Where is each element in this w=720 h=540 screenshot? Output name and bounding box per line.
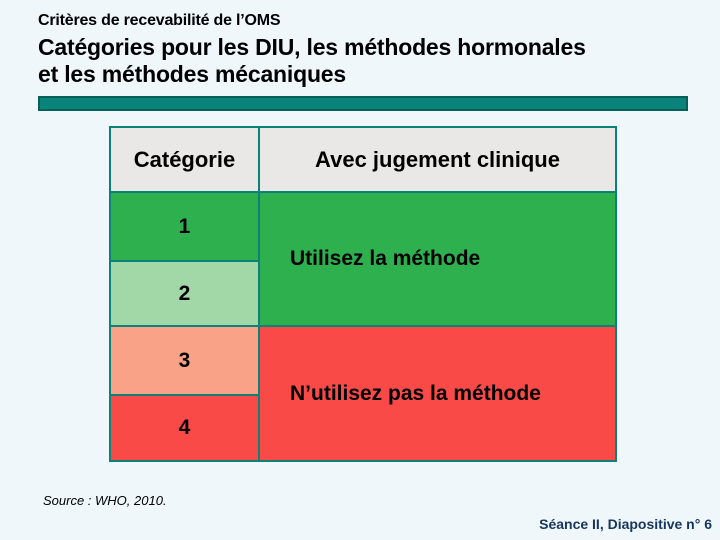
eligibility-table: Catégorie Avec jugement clinique Utilise… (109, 126, 617, 462)
slide-number: Séance II, Diapositive n° 6 (539, 516, 712, 532)
category-cell-2: 2 (111, 262, 258, 325)
title-divider-bar (38, 96, 688, 111)
judgment-cell-do-not-use-method: N’utilisez pas la méthode (260, 327, 615, 460)
slide-title-line-2: et les méthodes mécaniques (38, 60, 346, 87)
slide-title-line-1: Catégories pour les DIU, les méthodes ho… (38, 34, 586, 60)
slide-title: Catégories pour les DIU, les méthodes ho… (38, 34, 698, 88)
category-cell-3: 3 (111, 327, 258, 394)
slide-suptitle: Critères de recevabilité de l’OMS (38, 12, 281, 29)
header-cell-judgment: Avec jugement clinique (260, 128, 615, 191)
source-note: Source : WHO, 2010. (43, 493, 167, 508)
judgment-cell-use-method: Utilisez la méthode (260, 193, 615, 325)
category-cell-1: 1 (111, 193, 258, 260)
header-cell-category: Catégorie (111, 128, 258, 191)
category-cell-4: 4 (111, 396, 258, 460)
